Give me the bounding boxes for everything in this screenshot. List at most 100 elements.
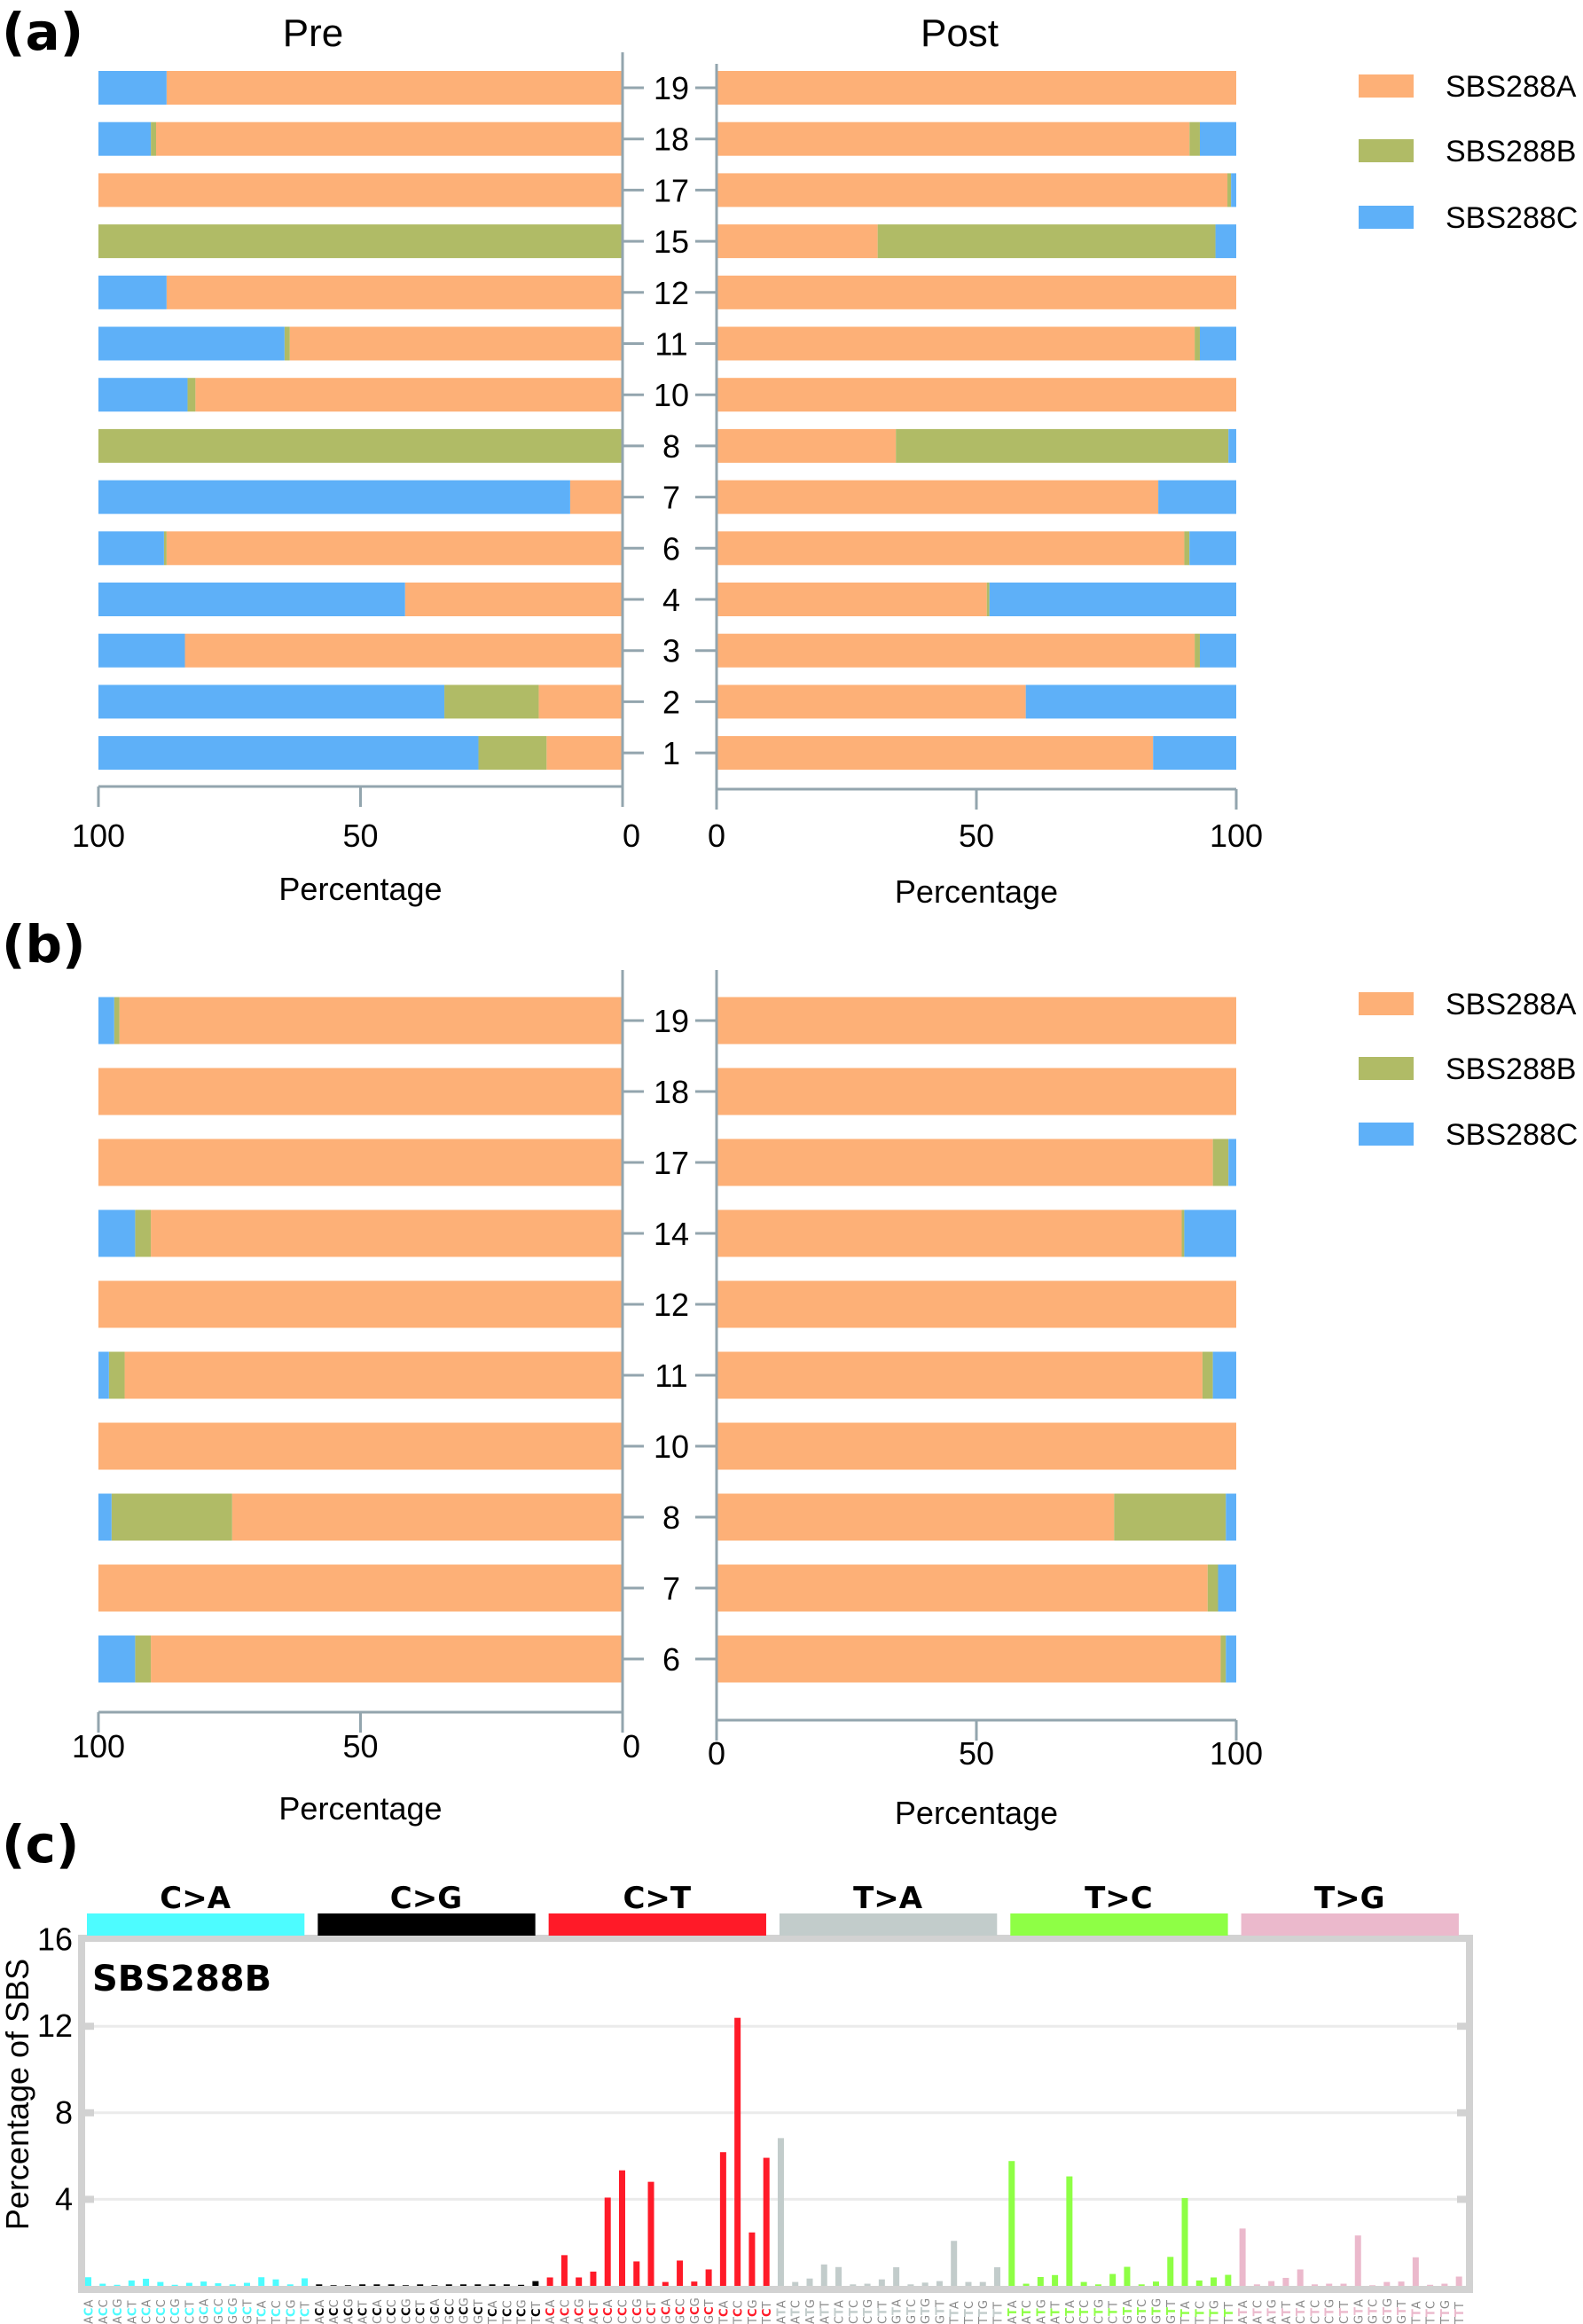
bar-a-post-8-SBS288A <box>717 428 897 463</box>
context-base: C <box>501 2309 514 2318</box>
x-tick-label: GTG <box>920 2298 933 2324</box>
x-tick-label: GTT <box>934 2300 947 2324</box>
x-tick-label: ACC <box>328 2299 341 2324</box>
context-base: G <box>241 2315 255 2324</box>
category-label: C>G <box>390 1881 462 1916</box>
context-base: A <box>717 2301 731 2309</box>
x-tick-label: CTC <box>1309 2300 1322 2324</box>
context-base: G <box>1266 2299 1280 2308</box>
context-base: T <box>184 2300 197 2308</box>
context-base: C <box>876 2316 889 2324</box>
context-base: A <box>357 2316 371 2324</box>
bar-a-pre-1-SBS288C <box>98 736 479 771</box>
bar-C>T-ACG <box>576 2277 583 2286</box>
bar-a-pre-7-SBS288C <box>98 480 570 514</box>
category-label: T>C <box>1085 1881 1153 1916</box>
context-base: G <box>227 2297 240 2306</box>
bar-C>A-TCT <box>302 2278 309 2286</box>
bar-C>A-CCC <box>157 2281 164 2286</box>
context-base: T <box>646 2300 659 2308</box>
x-tick-label: GCC <box>213 2298 226 2324</box>
bar-b-post-11-SBS288B <box>1202 1351 1213 1399</box>
context-base: G <box>458 2297 472 2306</box>
bar-C>T-TCC <box>734 2017 741 2286</box>
bar-T>G-CTA <box>1297 2269 1304 2286</box>
bar-T>G-CTC <box>1311 2284 1318 2286</box>
sample-label: 4 <box>662 582 680 618</box>
context-base: T <box>1295 2308 1308 2316</box>
context-base: T <box>1179 2309 1193 2317</box>
bar-T>G-GTT <box>1398 2281 1405 2286</box>
x-axis-label: Percentage <box>278 1790 442 1827</box>
bar-b-post-6-SBS288A <box>717 1635 1221 1683</box>
x-tick-label: CTG <box>1093 2299 1106 2324</box>
context-base: T <box>1194 2309 1207 2317</box>
context-base: G <box>1136 2315 1149 2324</box>
context-base: T <box>920 2307 933 2315</box>
context-base: T <box>1352 2307 1366 2315</box>
bar-T>C-CTG <box>1094 2284 1101 2286</box>
y-tick <box>1457 2023 1469 2031</box>
bar-C>A-TCG <box>286 2284 294 2286</box>
context-base: T <box>1223 2317 1236 2324</box>
context-base: C <box>545 2308 558 2317</box>
x-tick-label: CCA <box>372 2299 385 2324</box>
context-base: T <box>703 2299 717 2307</box>
x-tick-label: TCG <box>747 2299 760 2324</box>
context-base: C <box>631 2316 645 2324</box>
x-tick-label: TTG <box>1439 2300 1453 2324</box>
context-base: A <box>372 2299 385 2307</box>
bar-b-post-8-SBS288A <box>717 1493 1115 1541</box>
context-base: C <box>761 2309 774 2318</box>
context-base: T <box>1324 2308 1337 2316</box>
context-base: A <box>545 2300 558 2308</box>
context-base: G <box>920 2315 933 2324</box>
x-tick-label: TCG <box>285 2299 298 2324</box>
bar-T>G-TTT <box>1455 2276 1462 2286</box>
context-base: T <box>1050 2301 1063 2309</box>
x-tick-label: ACT <box>126 2301 139 2324</box>
context-base: C <box>112 2308 125 2317</box>
x-tick-label: GCA <box>199 2298 212 2324</box>
sample-label: 3 <box>662 633 680 669</box>
bar-b-post-14-SBS288A <box>717 1209 1182 1257</box>
bar-a-post-7-SBS288A <box>717 480 1159 514</box>
context-base: T <box>1108 2308 1121 2316</box>
context-base: C <box>646 2316 659 2324</box>
context-base: C <box>270 2309 284 2318</box>
bar-T>G-GTG <box>1383 2281 1391 2286</box>
bar-C>T-CCG <box>633 2261 640 2286</box>
context-base: C <box>1309 2300 1322 2308</box>
context-base: G <box>1382 2298 1395 2307</box>
context-base: C <box>616 2316 630 2324</box>
bar-b-post-11-SBS288A <box>717 1351 1203 1399</box>
bar-b-pre-12-SBS288A <box>98 1280 623 1328</box>
context-base: T <box>256 2317 270 2324</box>
x-tick-label: CCT <box>415 2300 428 2324</box>
context-base: T <box>1281 2308 1294 2316</box>
context-base: T <box>516 2317 529 2324</box>
bar-C>G-ACA <box>316 2284 323 2286</box>
bar-a-pre-18-SBS288A <box>156 121 623 156</box>
context-base: G <box>1382 2315 1395 2324</box>
context-base: A <box>660 2298 673 2306</box>
bar-a-pre-19-SBS288C <box>98 71 167 105</box>
x-tick-label: ACG <box>342 2298 356 2324</box>
bar-b-post-10-SBS288A <box>717 1422 1236 1470</box>
x-tick-label: TTG <box>977 2300 991 2324</box>
context-base: T <box>1223 2302 1236 2310</box>
x-tick-label: CCA <box>141 2299 154 2324</box>
category-bar-C>A <box>87 1913 305 1936</box>
context-base: T <box>790 2308 803 2316</box>
context-base: T <box>949 2309 962 2317</box>
bar-b-post-7-SBS288B <box>1207 1564 1219 1612</box>
sample-label: 10 <box>654 377 689 413</box>
x-tick-label: GCT <box>473 2299 486 2324</box>
bar-a-pre-4-SBS288C <box>98 583 405 616</box>
sample-label: 18 <box>654 1074 689 1110</box>
x-tick-label: ATA <box>775 2300 788 2324</box>
context-base: C <box>473 2306 486 2315</box>
bar-C>T-CCC <box>618 2170 625 2286</box>
bar-C>G-CCG <box>402 2285 409 2286</box>
